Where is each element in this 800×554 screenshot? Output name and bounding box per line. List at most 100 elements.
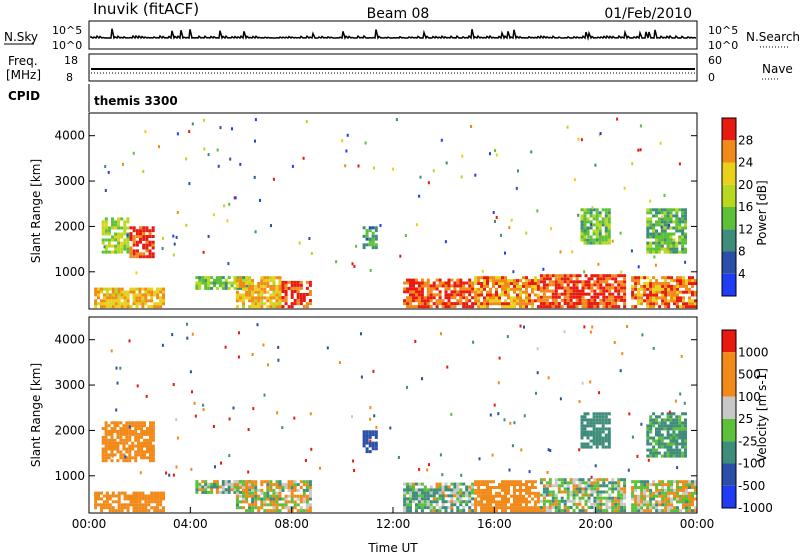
echo-cell xyxy=(159,491,163,495)
echo-cell xyxy=(412,287,415,291)
echo-cell xyxy=(519,503,522,507)
echo-cell xyxy=(272,284,276,288)
echo-cell xyxy=(235,500,239,504)
echo-cell xyxy=(663,208,667,212)
echo-cell xyxy=(676,486,679,489)
echo-cell xyxy=(403,500,407,504)
echo-cell xyxy=(474,500,478,504)
echo-cell xyxy=(137,447,141,451)
echo-cell xyxy=(444,488,448,492)
echo-cell xyxy=(595,211,599,215)
echo-cell xyxy=(227,281,231,285)
echo-cell xyxy=(646,486,650,489)
echo-cell xyxy=(580,214,584,218)
echo-cell xyxy=(230,485,234,489)
echo-cell xyxy=(640,483,644,487)
echo-cell xyxy=(432,284,436,288)
echo-cell xyxy=(634,293,638,297)
echo-cell xyxy=(510,506,513,510)
scatter-echo xyxy=(511,444,514,448)
echo-cell xyxy=(652,497,656,501)
echo-cell xyxy=(447,278,451,282)
echo-cell xyxy=(507,488,510,492)
echo-cell xyxy=(584,280,588,284)
echo-cell xyxy=(586,229,590,233)
colorbar-swatch xyxy=(722,463,736,486)
echo-cell xyxy=(263,509,267,513)
echo-cell xyxy=(134,450,138,454)
echo-cell xyxy=(611,298,615,302)
echo-cell xyxy=(308,483,312,487)
echo-cell xyxy=(275,299,279,303)
echo-cell xyxy=(144,296,148,300)
echo-cell xyxy=(495,494,498,498)
scatter-echo xyxy=(445,161,448,165)
echo-cell xyxy=(598,220,602,224)
echo-cell xyxy=(525,299,528,303)
scatter-echo xyxy=(640,422,643,426)
echo-cell xyxy=(587,484,591,488)
scatter-echo xyxy=(577,213,580,217)
echo-cell xyxy=(456,485,460,489)
echo-cell xyxy=(474,276,478,280)
echo-cell xyxy=(652,241,656,245)
echo-cell xyxy=(489,480,492,484)
echo-cell xyxy=(149,430,152,433)
echo-cell xyxy=(429,293,433,297)
echo-cell xyxy=(604,232,608,236)
echo-cell xyxy=(545,506,549,509)
echo-cell xyxy=(578,499,582,503)
echo-cell xyxy=(631,491,635,495)
echo-cell xyxy=(617,487,621,491)
echo-cell xyxy=(426,287,430,291)
scatter-echo xyxy=(310,447,313,451)
echo-cell xyxy=(126,241,130,245)
echo-cell xyxy=(215,281,219,285)
echo-cell xyxy=(684,451,687,455)
echo-cell xyxy=(263,480,267,484)
echo-cell xyxy=(293,503,297,507)
echo-cell xyxy=(116,450,120,454)
echo-cell xyxy=(525,483,528,487)
echo-cell xyxy=(605,499,609,503)
echo-cell xyxy=(669,445,673,449)
echo-cell xyxy=(670,287,674,291)
echo-cell xyxy=(649,217,653,221)
echo-cell xyxy=(581,496,585,500)
echo-cell xyxy=(251,279,255,283)
echo-cell xyxy=(486,296,489,300)
echo-cell xyxy=(688,503,691,507)
echo-cell xyxy=(417,290,421,294)
echo-cell xyxy=(649,421,653,425)
echo-cell xyxy=(522,488,525,492)
echo-cell xyxy=(649,427,653,431)
echo-cell xyxy=(593,274,597,278)
echo-cell xyxy=(666,418,670,422)
echo-cell xyxy=(287,483,291,487)
echo-cell xyxy=(667,284,671,288)
scatter-echo xyxy=(620,270,623,274)
echo-cell xyxy=(637,494,641,498)
echo-cell xyxy=(669,442,673,446)
echo-cell xyxy=(148,229,152,233)
echo-cell xyxy=(435,299,439,303)
echo-cell xyxy=(453,485,457,489)
echo-cell xyxy=(132,500,136,504)
echo-cell xyxy=(107,232,111,236)
echo-cell xyxy=(151,243,155,247)
scatter-echo xyxy=(116,381,119,385)
echo-cell xyxy=(637,299,641,303)
echo-cell xyxy=(587,481,591,485)
echo-cell xyxy=(235,282,239,285)
echo-cell xyxy=(368,433,372,437)
echo-cell xyxy=(151,421,155,425)
echo-cell xyxy=(611,295,615,299)
echo-cell xyxy=(129,255,133,259)
nsky-label: N.Sky xyxy=(4,30,38,44)
echo-cell xyxy=(519,494,522,498)
echo-cell xyxy=(598,229,602,233)
echo-cell xyxy=(248,299,252,303)
echo-cell xyxy=(293,283,297,287)
